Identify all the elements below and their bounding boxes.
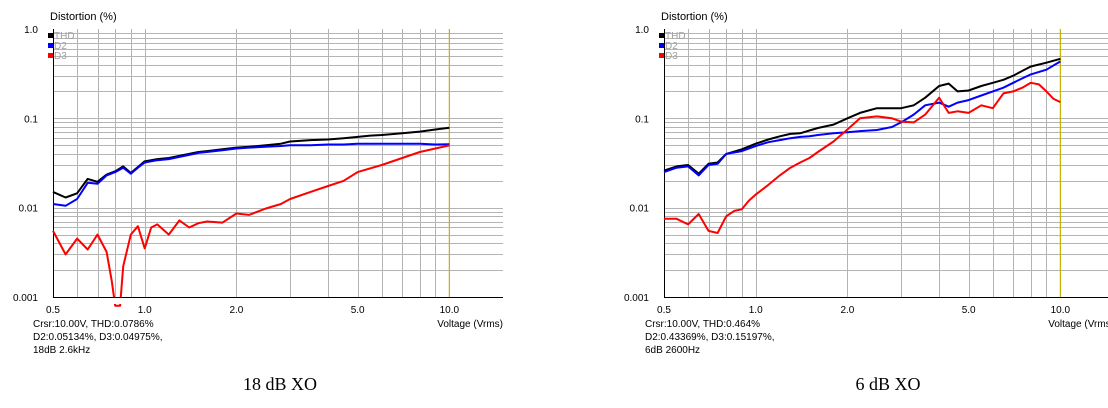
series-line-d3	[664, 81, 1061, 234]
x-tick-label: 2.0	[840, 305, 854, 316]
legend-swatch-d3	[659, 53, 664, 58]
y-tick-label: 0.1	[24, 114, 38, 125]
panel-caption: 18 dB XO	[243, 374, 317, 394]
panel-caption: 6 dB XO	[855, 374, 920, 394]
series-line-d2	[663, 60, 1061, 177]
grid-lines	[53, 29, 503, 297]
plot-area	[53, 29, 503, 297]
y-tick-label: 0.1	[635, 114, 649, 125]
chart-title: Distortion (%)	[661, 11, 728, 23]
x-axis-label: Voltage (Vrms)	[437, 319, 503, 330]
x-tick-label: 0.5	[657, 305, 671, 316]
x-tick-label: 2.0	[229, 305, 243, 316]
legend-swatch-thd	[659, 33, 664, 38]
legend-label-d3: D3	[665, 51, 678, 62]
plot-bottom-mask	[624, 298, 1108, 304]
y-tick-label: 0.001	[13, 293, 38, 304]
legend-label-thd: THD	[54, 31, 75, 42]
legend-label-d2: D2	[54, 41, 67, 52]
y-tick-label: 0.01	[19, 204, 39, 215]
plot-bottom-mask	[13, 298, 543, 304]
x-axis-label: Voltage (Vrms)	[1048, 319, 1108, 330]
cursor-readout-line: D2:0.43369%, D3:0.15197%,	[645, 332, 775, 343]
x-tick-label: 10.0	[440, 305, 460, 316]
y-tick-label: 0.001	[624, 293, 649, 304]
legend-label-d3: D3	[54, 51, 67, 62]
x-tick-label: 1.0	[749, 305, 763, 316]
cursor-readout-line: 18dB 2.6kHz	[33, 345, 90, 356]
x-tick-label: 10.0	[1051, 305, 1071, 316]
y-tick-label: 1.0	[635, 25, 649, 36]
x-tick-label: 0.5	[46, 305, 60, 316]
plot-area	[664, 29, 1108, 297]
y-tick-label: 1.0	[24, 25, 38, 36]
legend-label-thd: THD	[665, 31, 686, 42]
legend-swatch-d2	[659, 43, 664, 48]
legend-label-d2: D2	[665, 41, 678, 52]
y-tick-label: 0.01	[630, 204, 650, 215]
legend-swatch-d2	[48, 43, 53, 48]
series-line-d3	[52, 144, 450, 307]
cursor-readout-line: 6dB 2600Hz	[645, 345, 700, 356]
x-tick-label: 5.0	[351, 305, 365, 316]
series-line-d2	[52, 142, 450, 207]
x-tick-label: 1.0	[138, 305, 152, 316]
cursor-readout-line: Crsr:10.00V, THD:0.0786%	[33, 319, 154, 330]
chart-title: Distortion (%)	[50, 11, 117, 23]
legend-swatch-thd	[48, 33, 53, 38]
cursor-readout-line: Crsr:10.00V, THD:0.464%	[645, 319, 760, 330]
cursor-readout-line: D2:0.05134%, D3:0.04975%,	[33, 332, 163, 343]
legend-swatch-d3	[48, 53, 53, 58]
x-tick-label: 5.0	[962, 305, 976, 316]
